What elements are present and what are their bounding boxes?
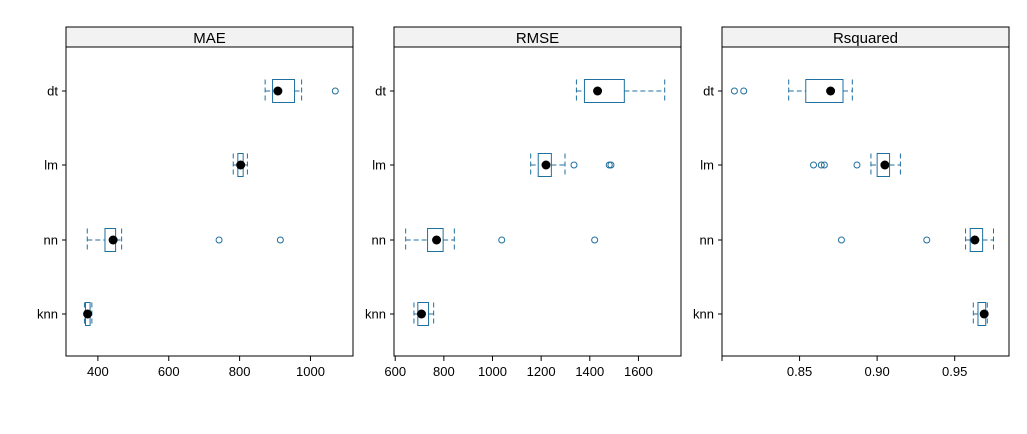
panel-title: MAE: [193, 30, 226, 47]
box-nn: [405, 228, 599, 252]
category-label-knn: knn: [365, 307, 386, 322]
x-tick-label: 400: [87, 364, 109, 379]
panel-frame: [721, 46, 1010, 357]
category-label-dt: dt: [375, 84, 386, 99]
x-tick-label: 1200: [527, 364, 556, 379]
iqr-box: [969, 228, 984, 252]
category-label-dt: dt: [47, 84, 58, 99]
box-knn: [972, 302, 989, 326]
panel-frame: [393, 46, 682, 357]
median-dot: [970, 235, 980, 245]
outlier-point: [923, 236, 931, 244]
category-label-nn: nn: [700, 233, 714, 248]
box-lm: [810, 153, 901, 177]
median-dot: [83, 309, 93, 319]
x-tick-label: 800: [229, 364, 251, 379]
median-dot: [541, 160, 551, 170]
iqr-box: [272, 79, 296, 103]
panel-rmse: RMSE dt lm nn knn 600 800 1000 1200 1400 1600: [365, 26, 682, 379]
category-label-nn: nn: [372, 233, 386, 248]
panel-title: RMSE: [516, 30, 559, 47]
median-dot: [273, 86, 283, 96]
median-dot: [593, 86, 603, 96]
median-dot: [880, 160, 890, 170]
panel-rsquared: Rsquared dt lm nn knn 0.85 0.90 0.95: [693, 26, 1010, 379]
x-tick-label: 1400: [575, 364, 604, 379]
x-tick-label: 1000: [296, 364, 325, 379]
box-dt: [730, 79, 853, 103]
box-dt: [264, 79, 339, 103]
x-tick-label: 600: [384, 364, 406, 379]
median-dot: [236, 160, 246, 170]
outlier-point: [853, 161, 861, 169]
outlier-point: [817, 161, 825, 169]
x-tick-label: 0.95: [942, 364, 967, 379]
panel-title: Rsquared: [833, 30, 898, 47]
outlier-point: [331, 87, 339, 95]
category-label-lm: lm: [700, 158, 714, 173]
outlier-point: [276, 236, 284, 244]
outlier-point: [498, 236, 506, 244]
outlier-point: [570, 161, 578, 169]
iqr-box: [427, 228, 444, 252]
x-tick-label: 600: [158, 364, 180, 379]
x-tick-label: 0.85: [787, 364, 812, 379]
median-dot: [108, 235, 118, 245]
median-dot: [979, 309, 989, 319]
iqr-box: [876, 153, 891, 177]
box-knn: [83, 302, 93, 326]
x-tick-label: 1000: [478, 364, 507, 379]
box-nn: [86, 228, 284, 252]
median-dot: [416, 309, 426, 319]
iqr-box: [537, 153, 552, 177]
median-dot: [826, 86, 836, 96]
box-lm: [232, 153, 248, 177]
outlier-point: [215, 236, 223, 244]
x-tick-label: 0.90: [864, 364, 889, 379]
category-label-knn: knn: [693, 307, 714, 322]
x-tick-label: 800: [433, 364, 455, 379]
outlier-point: [820, 161, 828, 169]
iqr-box: [805, 79, 844, 103]
box-lm: [530, 153, 615, 177]
outlier-point: [591, 236, 599, 244]
category-label-lm: lm: [372, 158, 386, 173]
x-tick-label: 1600: [624, 364, 653, 379]
median-dot: [432, 235, 442, 245]
outlier-point: [740, 87, 748, 95]
box-knn: [413, 302, 435, 326]
panel-frame: [65, 46, 354, 357]
outlier-point: [810, 161, 818, 169]
category-label-knn: knn: [37, 307, 58, 322]
category-label-nn: nn: [44, 233, 58, 248]
category-label-lm: lm: [44, 158, 58, 173]
iqr-box: [583, 79, 625, 103]
box-nn: [837, 228, 994, 252]
category-label-dt: dt: [703, 84, 714, 99]
outlier-point: [730, 87, 738, 95]
panel-mae: MAE dt lm nn knn 400 600 800 1000: [37, 26, 354, 379]
box-dt: [575, 79, 666, 103]
outlier-point: [607, 161, 615, 169]
outlier-point: [837, 236, 845, 244]
